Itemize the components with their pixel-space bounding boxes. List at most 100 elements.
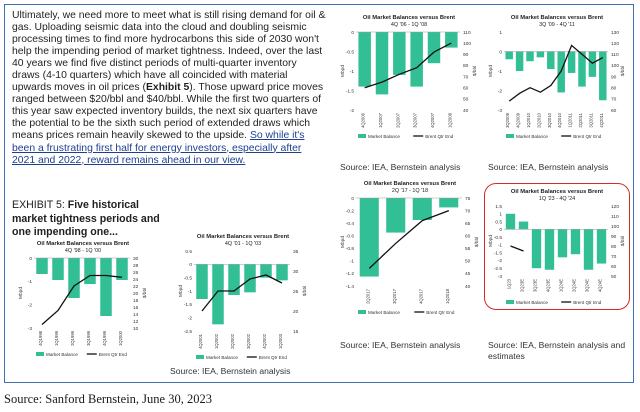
x-tick-label: 2Q2007 [395,112,400,128]
source-note-mid-left: Source: IEA, Bernstein analysis [340,340,461,350]
x-tick-label: 1Q2008 [447,112,452,128]
paragraph-text-continued: ). Those upward price moves ranged betwe… [12,82,324,142]
legend-swatch-bar [506,300,514,304]
y-tick-label: 0.5 [185,249,192,255]
y-tick-label: -2 [350,108,355,114]
market-balance-bar [588,51,597,77]
y-axis-label: Mbpd [488,65,494,77]
paragraph-text: Ultimately, we need more to meet what is… [12,10,326,94]
y2-tick-label: 80 [611,86,617,92]
market-balance-bar [578,51,586,87]
x-tick-label: 3Q2010 [547,112,552,128]
market-balance-bar [393,32,406,75]
brent-price-line [201,274,283,312]
market-balance-bar [100,258,112,316]
market-balance-bar [36,258,48,274]
legend-label: Market Balance [46,352,78,357]
x-tick-label: 4Q2002 [262,333,267,349]
y-tick-label: 0 [499,227,502,233]
x-tick-label: 1Q1999 [54,330,59,346]
legend-swatch-bar [358,310,366,314]
x-tick-label: 4Q2011 [599,112,604,127]
legend-swatch-bar [196,355,204,359]
x-tick-label: 1Q23 [507,278,512,289]
y2-tick-label: 40 [463,108,469,114]
chart-subtitle: 3Q '09 - 4Q '11 [539,22,575,28]
market-balance-bar [518,221,529,230]
market-balance-bar [427,32,441,64]
y2-tick-label: 12 [133,319,139,325]
brent-price-line [510,245,524,252]
report-frame [4,4,634,383]
y-tick-label: -2 [28,302,33,308]
y2-tick-label: 50 [465,259,471,265]
y-tick-label: -0.5 [184,275,193,281]
y-tick-label: -0.5 [494,235,503,241]
y-tick-label: 0.5 [495,219,502,225]
x-tick-label: 1Q2007 [378,112,383,128]
y-tick-label: -2 [498,258,503,264]
x-tick-label: 3Q2017 [392,288,397,304]
x-tick-label: 4Q2006 [361,112,366,128]
y2-tick-label: 50 [611,274,617,280]
y2-tick-label: 60 [463,86,469,92]
y2-tick-label: 80 [611,244,617,250]
y2-tick-label: 30 [133,256,139,262]
y2-tick-label: 90 [611,74,617,80]
y-tick-label: -3 [28,326,33,332]
x-tick-label: 2Q2002 [230,333,235,349]
chart-subtitle: 1Q '23 - 4Q '24 [539,196,575,202]
y2-tick-label: 100 [611,63,619,69]
footer-source: Source: Sanford Bernstein, June 30, 2023 [4,392,212,406]
market-balance-bar [526,51,534,62]
legend-label: Market Balance [516,134,548,139]
y-tick-label: -1.5 [184,302,193,308]
source-note-top-right: Source: IEA, Bernstein analysis [488,162,609,172]
legend-label: Brent Qtr End [573,300,602,305]
y-tick-label: -0.4 [346,221,355,227]
y2-tick-label: 70 [465,208,471,214]
legend-swatch-bar [506,134,514,138]
x-tick-label: 4Q2017 [418,288,423,304]
x-tick-label: 1Q24E [559,279,564,292]
y-tick-label: 0 [499,49,502,55]
y-tick-label: -3 [498,108,503,114]
exhibit-title: Five historical market tightness periods… [12,199,160,238]
chart-subtitle: 4Q '98 - 1Q '00 [65,248,101,254]
y-axis-label: Mbpd [178,285,184,297]
x-tick-label: 2Q24E [572,279,577,292]
y2-tick-label: 60 [611,264,617,270]
legend-label: Brent Qtr End [573,134,602,139]
y2-tick-label: 75 [465,196,471,202]
y2-tick-label: 80 [463,63,469,69]
legend-label: Brent Qtr End [259,355,288,360]
x-tick-label: 1Q2000 [118,330,123,346]
market-balance-bar [359,198,379,277]
x-tick-label: 4Q2010 [557,112,562,128]
y2-tick-label: 60 [465,234,471,240]
x-tick-label: 3Q2007 [413,112,418,128]
legend-label: Brent Qtr End [426,310,455,315]
y2-tick-label: 110 [611,52,619,58]
exhibit-heading: EXHIBIT 5: Five historical market tightn… [12,199,172,240]
market-balance-bar [544,229,555,270]
x-tick-label: 4Q2009 [516,112,521,128]
y-tick-label: -1.4 [346,284,355,290]
chart-subtitle: 4Q '06 - 1Q '08 [391,22,427,28]
y-tick-label: 0 [351,30,354,36]
y2-tick-label: 120 [611,204,619,210]
market-balance-bar [531,229,542,269]
y-tick-label: -1 [498,69,503,75]
paragraph-link[interactable]: So while it's been a frustrating first h… [12,130,305,166]
body-paragraph: Ultimately, we need more to meet what is… [12,10,327,167]
y2-tick-label: 70 [611,97,617,103]
y2-tick-label: 65 [465,221,471,227]
legend-label: Market Balance [368,134,400,139]
market-balance-bar [583,229,594,270]
x-tick-label: 2Q2017 [365,288,370,304]
x-tick-label: 4Q23E [546,279,551,292]
y2-tick-label: 15 [293,329,299,335]
y2-tick-label: 120 [611,41,619,47]
